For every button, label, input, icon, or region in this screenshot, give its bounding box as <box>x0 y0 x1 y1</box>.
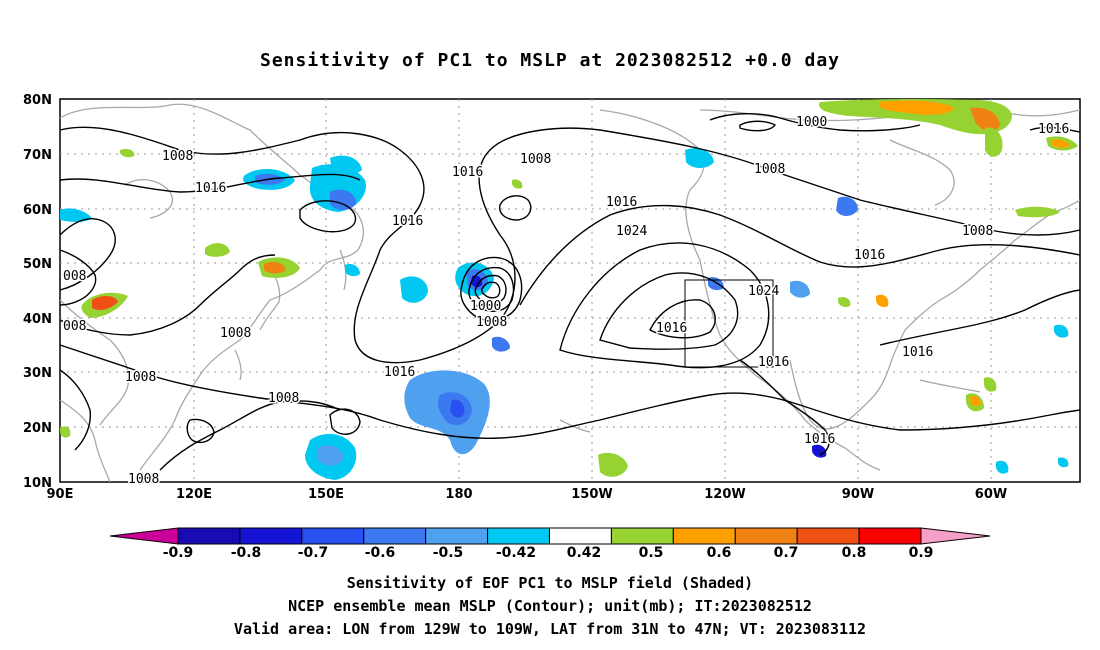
contour-label: 1016 <box>606 195 637 210</box>
colorbar-label: -0.9 <box>163 545 194 561</box>
lat-label: 10N <box>23 476 52 491</box>
contour-label: 1016 <box>384 365 415 380</box>
caption-line-1: Sensitivity of EOF PC1 to MSLP field (Sh… <box>346 574 754 592</box>
colorbar-label: -0.42 <box>496 545 536 561</box>
colorbar-label: -0.6 <box>365 545 396 561</box>
valid-area-box <box>684 279 774 368</box>
lon-label: 120W <box>704 487 745 502</box>
colorbar-label: 0.5 <box>639 545 664 561</box>
lat-label: 40N <box>23 312 52 327</box>
colorbar-cell <box>301 527 365 545</box>
lat-label: 20N <box>23 421 52 436</box>
caption-line-3: Valid area: LON from 129W to 109W, LAT f… <box>233 620 867 638</box>
contour-label: 1024 <box>748 284 779 299</box>
colorbar-cell <box>549 527 612 545</box>
lon-label: 60W <box>975 487 1007 502</box>
contour-label: 1016 <box>902 345 933 360</box>
contour-label: 1008 <box>520 152 551 167</box>
colorbar-cell <box>610 527 674 545</box>
contour-label: 008 <box>63 269 86 284</box>
lon-label: 90E <box>47 487 74 502</box>
lat-label: 80N <box>23 93 52 108</box>
colorbar-cell <box>363 527 427 545</box>
colorbar-cell <box>672 527 736 545</box>
colorbar-label: 0.6 <box>707 545 732 561</box>
colorbar-label: -0.8 <box>231 545 262 561</box>
lon-label: 150E <box>308 487 344 502</box>
contour-label: 008 <box>63 319 86 334</box>
colorbar-cell <box>425 527 489 545</box>
lat-label: 30N <box>23 366 52 381</box>
colorbar-label: 0.8 <box>842 545 867 561</box>
colorbar-label: 0.42 <box>567 545 602 561</box>
contour-label: 1016 <box>1038 122 1069 137</box>
colorbar-cell <box>858 527 922 545</box>
colorbar-cell <box>796 527 860 545</box>
colorbar-labels: -0.9 -0.8 -0.7 -0.6 -0.5 -0.42 0.42 0.5 … <box>163 545 934 561</box>
contour-label: 1008 <box>220 326 251 341</box>
colorbar-cell <box>487 527 551 545</box>
colorbar-label: -0.7 <box>298 545 329 561</box>
colorbar-arrow-low <box>109 527 179 545</box>
colorbar-label: 0.7 <box>774 545 799 561</box>
contour-label: 1024 <box>616 224 647 239</box>
contour-label: 1008 <box>128 472 159 487</box>
mslp-contours <box>59 113 1081 471</box>
coastlines <box>59 103 1081 483</box>
contour-label: 1000 <box>470 299 501 314</box>
lon-label: 90W <box>842 487 874 502</box>
contour-label: 1008 <box>268 391 299 406</box>
lon-label: 180 <box>445 487 472 502</box>
contour-labels: 1008 1016 1008 1016 1016 1008 1016 1024 … <box>62 114 1071 489</box>
contour-label: 1008 <box>962 224 993 239</box>
contour-label: 1016 <box>656 321 687 336</box>
negative-sensitivity-shading <box>60 148 1069 480</box>
caption-line-2: NCEP ensemble mean MSLP (Contour); unit(… <box>288 597 812 615</box>
longitude-labels: 90E 120E 150E 180 150W 120W 90W 60W <box>47 487 1008 502</box>
lon-label: 150W <box>571 487 612 502</box>
contour-label: 1008 <box>476 315 507 330</box>
lat-label: 70N <box>23 148 52 163</box>
lon-label: 120E <box>176 487 212 502</box>
lat-label: 60N <box>23 203 52 218</box>
plot-title: Sensitivity of PC1 to MSLP at 2023082512… <box>259 50 840 71</box>
latitude-labels: 80N 70N 60N 50N 40N 30N 20N 10N <box>23 93 52 491</box>
contour-label: 1016 <box>452 165 483 180</box>
contour-label: 1000 <box>796 115 827 130</box>
contour-label: 1016 <box>758 355 789 370</box>
contour-label: 1016 <box>854 248 885 263</box>
contour-label: 1008 <box>754 162 785 177</box>
colorbar-label: -0.5 <box>433 545 464 561</box>
colorbar-label: 0.9 <box>909 545 934 561</box>
lat-label: 50N <box>23 257 52 272</box>
colorbar-cells <box>109 527 991 545</box>
contour-label: 1008 <box>162 149 193 164</box>
contour-label: 1016 <box>804 432 835 447</box>
contour-label: 1016 <box>392 214 423 229</box>
colorbar-cell <box>177 527 241 545</box>
positive-sensitivity-shading <box>60 98 1078 477</box>
colorbar-cell <box>239 527 303 545</box>
contour-label: 1008 <box>125 370 156 385</box>
colorbar-arrow-high <box>920 527 991 545</box>
colorbar-cell <box>734 527 798 545</box>
contour-label: 1016 <box>195 181 226 196</box>
colorbar: -0.9 -0.8 -0.7 -0.6 -0.5 -0.42 0.42 0.5 … <box>109 527 991 561</box>
